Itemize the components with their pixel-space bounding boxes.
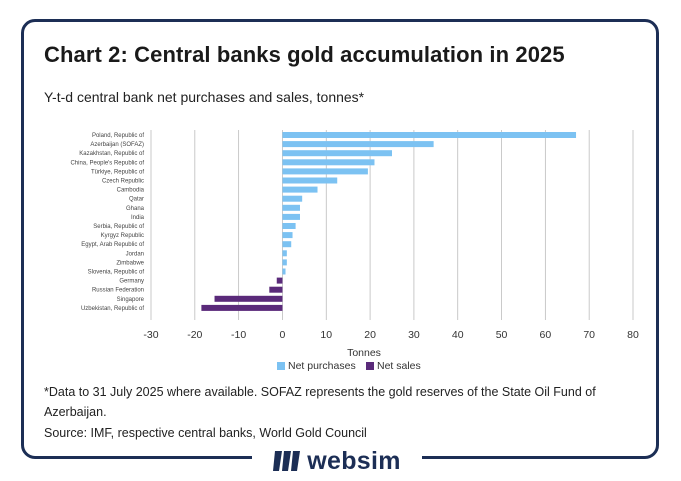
chart-subtitle: Y-t-d central bank net purchases and sal…	[44, 89, 365, 105]
category-label: Ghana	[126, 206, 145, 212]
category-label: Poland, Republic of	[92, 133, 144, 139]
category-label: Kazakhstan, Republic of	[79, 151, 144, 157]
bar	[282, 268, 286, 275]
legend-label: Net purchases	[288, 360, 356, 372]
category-label: Qatar	[129, 197, 144, 203]
chart-card: Chart 2: Central banks gold accumulation…	[21, 19, 659, 459]
x-tick-label: 50	[496, 329, 508, 341]
legend-swatch	[366, 362, 374, 370]
bars	[201, 132, 577, 311]
x-tick-label: 10	[320, 329, 332, 341]
category-label: Jordan	[126, 251, 144, 257]
category-label: India	[131, 215, 145, 221]
bar	[282, 259, 287, 266]
source-text: Source: IMF, respective central banks, W…	[44, 426, 367, 440]
x-tick-label: 70	[583, 329, 595, 341]
category-label: Uzbekistan, Republic of	[81, 306, 144, 312]
category-label: Slovenia, Republic of	[88, 270, 145, 276]
x-tick-label: 40	[452, 329, 464, 341]
bar	[282, 186, 318, 193]
bar	[201, 304, 283, 311]
x-tick-label: 60	[540, 329, 552, 341]
category-labels: Poland, Republic of Azerbaijan (SOFAZ) Kaz…	[70, 133, 144, 312]
category-label: Türkiye, Republic of	[91, 169, 144, 175]
legend-swatch	[277, 362, 285, 370]
category-label: Cambodia	[117, 188, 145, 194]
category-label: Serbia, Republic of	[93, 224, 144, 230]
category-label: Singapore	[117, 297, 145, 303]
category-label: Azerbaijan (SOFAZ)	[90, 142, 144, 148]
category-label: Czech Republic	[102, 179, 144, 185]
category-label: Egypt, Arab Republic of	[81, 242, 144, 248]
bar	[282, 168, 368, 175]
x-tick-label: 80	[627, 329, 639, 341]
bar	[282, 177, 338, 184]
x-tick-label: 0	[280, 329, 286, 341]
x-tick-labels: -30 -20 -10 0 10 20 30 40 50 60 70 80	[143, 329, 639, 341]
x-axis-label: Tonnes	[347, 347, 381, 359]
category-label: Zimbabwe	[116, 260, 144, 266]
bar	[269, 286, 283, 293]
bar	[282, 195, 303, 202]
bar	[282, 150, 392, 157]
x-tick-label: -30	[143, 329, 158, 341]
brand-logo: websim	[252, 446, 422, 476]
gridlines	[150, 130, 634, 320]
bar	[282, 213, 300, 220]
chart-title: Chart 2: Central banks gold accumulation…	[44, 42, 565, 67]
bar	[282, 132, 577, 138]
legend-label: Net sales	[377, 360, 421, 372]
footnote: *Data to 31 July 2025 where available. S…	[44, 385, 596, 419]
bar-chart: Poland, Republic of Azerbaijan (SOFAZ) Kaz…	[70, 130, 639, 372]
category-label: Kyrgyz Republic	[101, 233, 144, 239]
bar	[282, 232, 293, 239]
category-label: China, People's Republic of	[70, 160, 144, 166]
x-tick-label: -10	[231, 329, 246, 341]
bar	[282, 204, 300, 211]
x-tick-label: 20	[364, 329, 376, 341]
category-label: Russian Federation	[92, 288, 144, 294]
bar	[214, 295, 283, 302]
bar	[282, 159, 375, 166]
x-tick-label: -20	[187, 329, 202, 341]
brand-name: websim	[307, 446, 401, 475]
x-tick-label: 30	[408, 329, 420, 341]
bar	[282, 241, 292, 248]
bar	[276, 277, 283, 284]
bar	[282, 141, 434, 148]
bar	[282, 223, 296, 229]
legend: Net purchases Net sales	[277, 360, 421, 372]
websim-logo-icon	[273, 451, 301, 471]
category-label: Germany	[119, 279, 144, 285]
bar	[282, 250, 287, 257]
